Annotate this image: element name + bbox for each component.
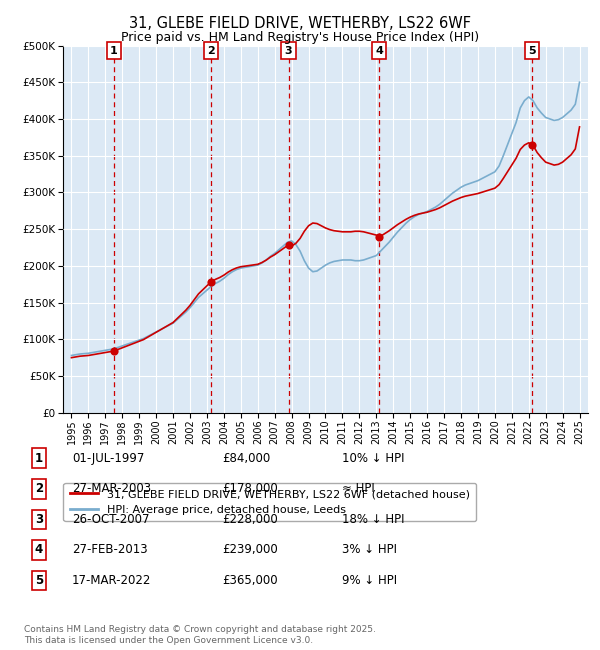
Text: 3: 3 xyxy=(285,46,292,55)
Text: £178,000: £178,000 xyxy=(222,482,278,495)
Text: Price paid vs. HM Land Registry's House Price Index (HPI): Price paid vs. HM Land Registry's House … xyxy=(121,31,479,44)
Point xyxy=(284,240,293,250)
Point xyxy=(109,346,119,356)
Text: Contains HM Land Registry data © Crown copyright and database right 2025.
This d: Contains HM Land Registry data © Crown c… xyxy=(24,625,376,645)
Text: ≈ HPI: ≈ HPI xyxy=(342,482,375,495)
Text: £84,000: £84,000 xyxy=(222,452,270,465)
Text: 5: 5 xyxy=(529,46,536,55)
Text: 31, GLEBE FIELD DRIVE, WETHERBY, LS22 6WF: 31, GLEBE FIELD DRIVE, WETHERBY, LS22 6W… xyxy=(129,16,471,31)
Text: £365,000: £365,000 xyxy=(222,574,278,587)
Text: 10% ↓ HPI: 10% ↓ HPI xyxy=(342,452,404,465)
Point xyxy=(527,140,537,150)
Text: 2: 2 xyxy=(207,46,215,55)
Text: 1: 1 xyxy=(35,452,43,465)
Text: 3% ↓ HPI: 3% ↓ HPI xyxy=(342,543,397,556)
Text: 9% ↓ HPI: 9% ↓ HPI xyxy=(342,574,397,587)
Text: 01-JUL-1997: 01-JUL-1997 xyxy=(72,452,145,465)
Text: 4: 4 xyxy=(35,543,43,556)
Text: 4: 4 xyxy=(375,46,383,55)
Text: 2: 2 xyxy=(35,482,43,495)
Point xyxy=(206,277,215,287)
Text: 27-FEB-2013: 27-FEB-2013 xyxy=(72,543,148,556)
Text: 18% ↓ HPI: 18% ↓ HPI xyxy=(342,513,404,526)
Text: 27-MAR-2003: 27-MAR-2003 xyxy=(72,482,151,495)
Text: £239,000: £239,000 xyxy=(222,543,278,556)
Text: 26-OCT-2007: 26-OCT-2007 xyxy=(72,513,149,526)
Legend: 31, GLEBE FIELD DRIVE, WETHERBY, LS22 6WF (detached house), HPI: Average price, : 31, GLEBE FIELD DRIVE, WETHERBY, LS22 6W… xyxy=(64,482,476,521)
Text: 1: 1 xyxy=(110,46,118,55)
Point xyxy=(374,232,384,242)
Text: 17-MAR-2022: 17-MAR-2022 xyxy=(72,574,151,587)
Text: £228,000: £228,000 xyxy=(222,513,278,526)
Text: 5: 5 xyxy=(35,574,43,587)
Text: 3: 3 xyxy=(35,513,43,526)
